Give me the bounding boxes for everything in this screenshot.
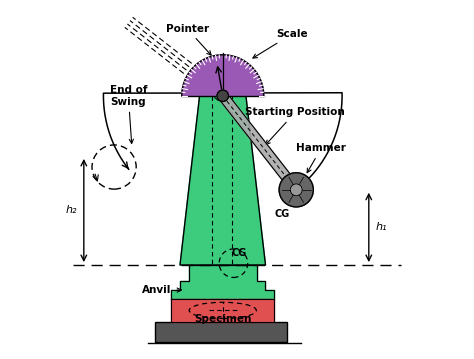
Text: End of
Swing: End of Swing xyxy=(109,85,147,144)
Circle shape xyxy=(279,173,313,207)
Text: Scale: Scale xyxy=(253,29,308,58)
Text: Pointer: Pointer xyxy=(165,24,211,55)
Text: Specimen: Specimen xyxy=(194,314,251,324)
Text: CG: CG xyxy=(231,247,246,257)
Text: CG: CG xyxy=(274,209,290,219)
Polygon shape xyxy=(171,265,274,299)
Text: Hammer: Hammer xyxy=(296,143,346,173)
Text: h₁: h₁ xyxy=(376,223,387,232)
Circle shape xyxy=(290,184,302,196)
Polygon shape xyxy=(180,96,265,265)
Polygon shape xyxy=(171,299,274,322)
Text: Starting Position: Starting Position xyxy=(246,107,345,145)
Text: h₂: h₂ xyxy=(65,205,77,215)
Polygon shape xyxy=(182,55,264,96)
Circle shape xyxy=(217,90,228,102)
Bar xyxy=(155,322,287,341)
Polygon shape xyxy=(219,93,300,193)
Text: Anvil: Anvil xyxy=(142,285,182,295)
